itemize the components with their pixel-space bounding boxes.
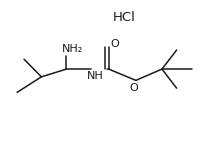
Text: NH₂: NH₂ — [61, 44, 83, 54]
Text: NH: NH — [87, 71, 104, 81]
Text: O: O — [129, 83, 138, 93]
Text: O: O — [111, 39, 119, 49]
Text: HCl: HCl — [113, 11, 136, 24]
